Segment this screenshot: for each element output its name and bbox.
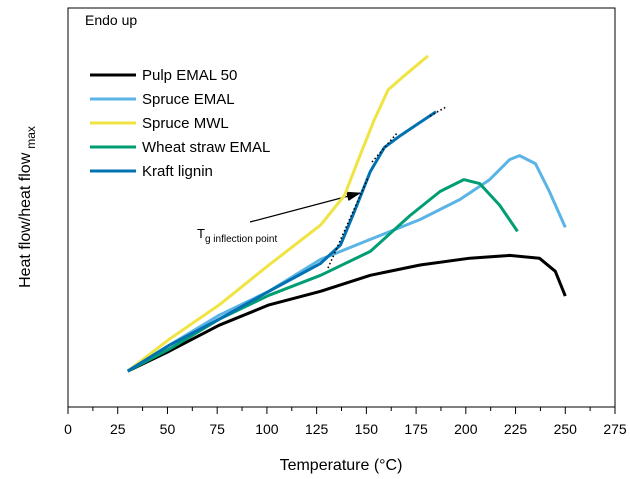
tangent	[327, 177, 369, 269]
x-tick-label: 250	[554, 421, 578, 437]
curve	[126, 54, 429, 373]
legend-label: Pulp EMAL 50	[142, 67, 237, 84]
tg-sub: g inflection point	[205, 234, 277, 245]
curve	[126, 154, 567, 373]
curves	[126, 54, 567, 373]
tg-main: T	[197, 226, 205, 241]
y-axis-label: Heat flow/heat flow max	[17, 126, 38, 288]
x-tick-label: 275	[603, 421, 627, 437]
curve	[126, 110, 437, 373]
legend-label: Spruce EMAL	[142, 91, 235, 108]
x-tick-label: 175	[404, 421, 428, 437]
tg-annotation: Tg inflection point	[197, 226, 277, 245]
y-label-main: Heat flow/heat flow	[17, 152, 34, 288]
x-tick-label: 225	[504, 421, 528, 437]
x-axis-label: Temperature (°C)	[280, 457, 403, 474]
legend-label: Kraft lignin	[142, 163, 213, 180]
x-tick-label: 150	[355, 421, 379, 437]
x-tick-label: 50	[160, 421, 176, 437]
y-label-sub: max	[24, 126, 38, 149]
x-tick-label: 200	[454, 421, 478, 437]
x-tick-label: 75	[209, 421, 225, 437]
x-tick-label: 25	[110, 421, 126, 437]
x-tick-label: 0	[64, 421, 72, 437]
tangent-lines	[327, 106, 447, 269]
legend-label: Spruce MWL	[142, 115, 229, 132]
legend: Pulp EMAL 50 Spruce EMAL Spruce MWL Wheat s…	[90, 67, 270, 180]
corner-annotation: Endo up	[85, 12, 137, 28]
legend-label: Wheat straw EMAL	[142, 139, 270, 156]
tangent	[429, 106, 447, 117]
x-tick-label: 100	[255, 421, 279, 437]
tangent	[371, 131, 399, 163]
x-tick-label: 125	[305, 421, 329, 437]
curve	[127, 253, 567, 373]
